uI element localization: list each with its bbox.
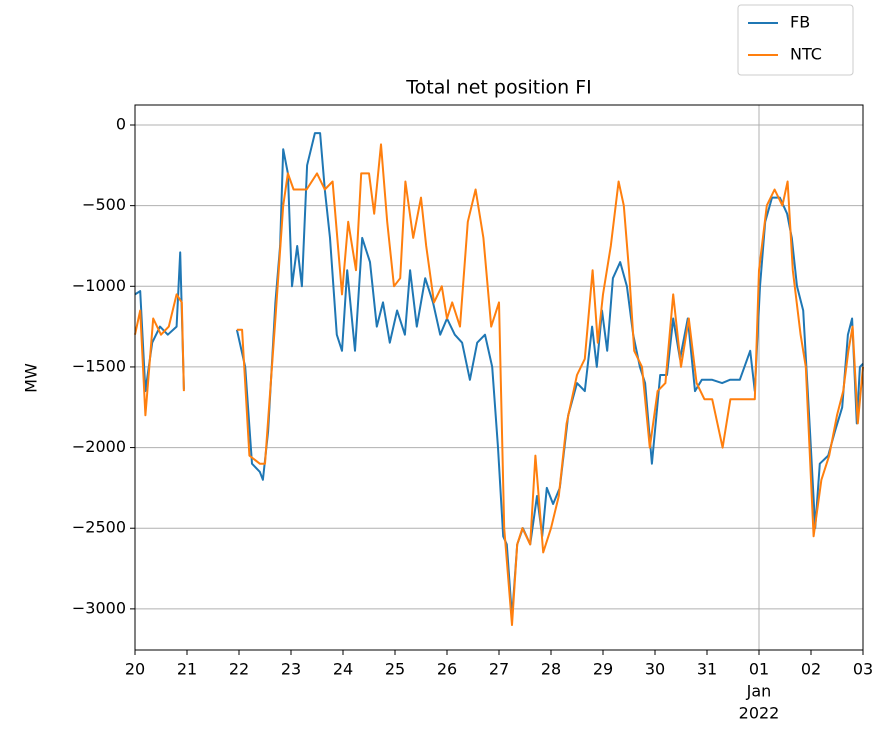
legend-label: FB [790, 13, 810, 32]
line-series [134, 143, 864, 626]
x-tick-label: 03 [853, 660, 873, 679]
y-tick-label: −3000 [72, 598, 126, 617]
x-tick-label: 20 [125, 660, 145, 679]
x-tick-label: 31 [697, 660, 717, 679]
y-tick-label: −500 [82, 195, 126, 214]
x-tick-label: 30 [645, 660, 665, 679]
x-tick-label: 25 [385, 660, 405, 679]
y-tick-label: −2000 [72, 437, 126, 456]
x-tick-label: 29 [593, 660, 613, 679]
x-tick-label: 22 [229, 660, 249, 679]
x-period-label: Jan [746, 682, 772, 701]
legend-label: NTC [790, 45, 822, 64]
x-tick-label: 23 [281, 660, 301, 679]
x-tick-label: 28 [541, 660, 561, 679]
chart-title: Total net position FI [405, 77, 591, 99]
x-tick-label: 01 [749, 660, 769, 679]
x-tick-label: 26 [437, 660, 457, 679]
y-tick-label: −2500 [72, 518, 126, 537]
legend: FB NTC [737, 4, 854, 76]
x-tick-label: 21 [177, 660, 197, 679]
x-tick-label: 27 [489, 660, 509, 679]
x-period-label: 2022 [739, 704, 780, 723]
y-axis-label: MW [22, 363, 41, 393]
x-tick-label: 24 [333, 660, 353, 679]
x-tick-label: 02 [801, 660, 821, 679]
y-tick-label: −1000 [72, 276, 126, 295]
plot-frame [134, 104, 864, 651]
y-tick-label: 0 [116, 115, 126, 134]
y-tick-label: −1500 [72, 356, 126, 375]
